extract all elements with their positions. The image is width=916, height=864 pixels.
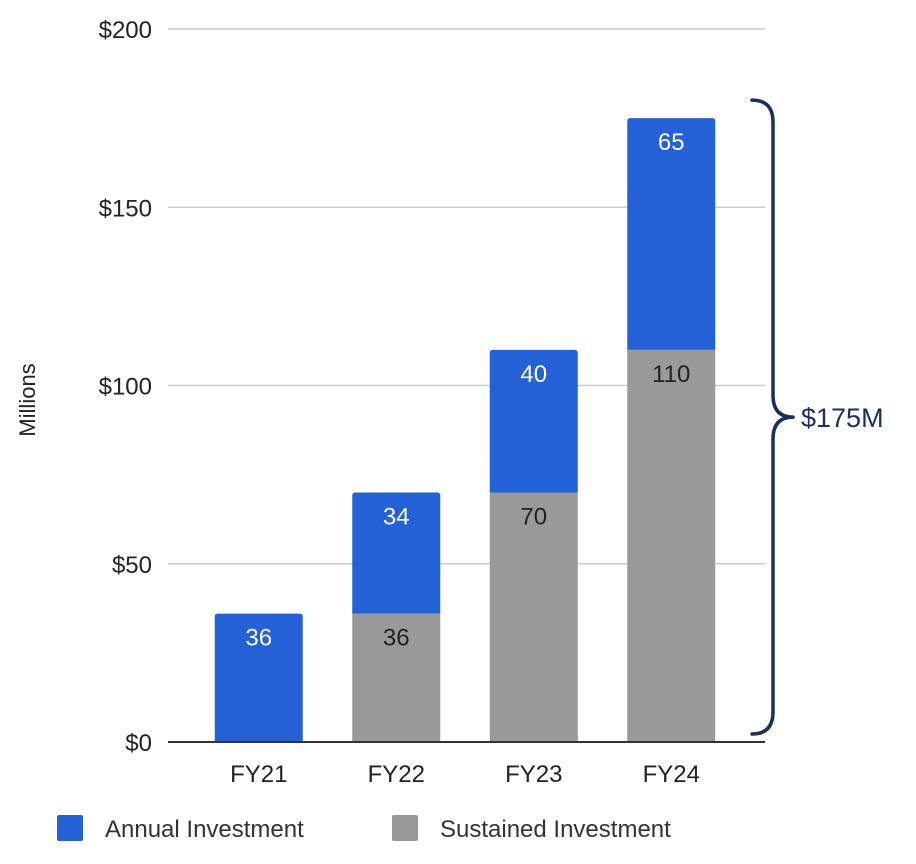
y-tick-label: $100 [99,374,152,401]
legend-swatch [392,815,418,841]
bar-value-label: 70 [520,503,547,530]
bar-segment [627,349,716,742]
total-annotation: $175M [750,98,884,736]
total-annotation-label: $175M [801,403,884,433]
legend-label: Sustained Investment [440,816,671,843]
x-tick-label: FY22 [368,761,425,788]
bar-segment [214,613,303,742]
x-tick-label: FY24 [643,761,700,788]
bar-segment [489,492,578,742]
bar-value-label: 36 [383,625,410,652]
bar-segment [627,118,716,350]
bar-segment [489,349,578,493]
legend-label: Annual Investment [105,816,304,843]
bar-value-label: 36 [245,625,272,652]
curly-brace-icon [750,98,795,736]
x-tick-label: FY21 [230,761,287,788]
bar-value-label: 34 [383,503,410,530]
x-tick-label: FY23 [505,761,562,788]
y-tick-label: $50 [112,552,152,579]
bar-value-label: 65 [658,129,685,156]
x-axis-ticks: FY21 FY22 FY23 FY24 [230,761,700,788]
y-axis-label: Millions [15,363,40,436]
y-tick-label: $150 [99,195,152,222]
legend-swatch [57,815,83,841]
bar-value-label: 110 [652,361,690,388]
bar-segment [352,492,441,614]
bars: 36 36 34 70 40 110 65 [214,118,716,742]
y-tick-label: $0 [125,730,152,757]
y-tick-label: $200 [99,17,152,44]
bar-segment [352,613,441,742]
bar-value-label: 40 [520,361,547,388]
y-axis-ticks: $0 $50 $100 $150 $200 [99,17,152,757]
legend: Annual Investment Sustained Investment [57,815,671,843]
